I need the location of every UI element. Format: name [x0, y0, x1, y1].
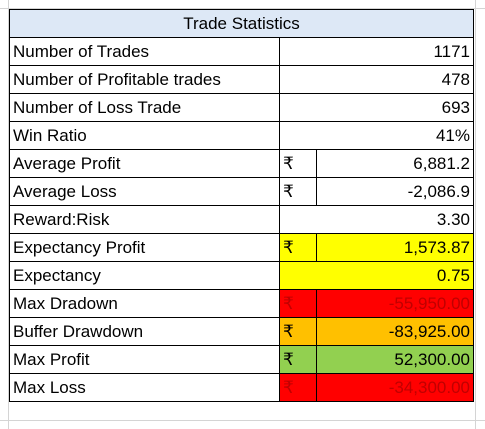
- table-row: Average Profit ₹ 6,881.2: [9, 149, 474, 178]
- rupee-icon[interactable]: ₹: [279, 317, 317, 346]
- row-label[interactable]: Number of Loss Trade: [9, 93, 280, 122]
- row-label[interactable]: Average Loss: [9, 177, 280, 206]
- row-value[interactable]: 41%: [279, 121, 474, 150]
- table-row: Max Profit ₹ 52,300.00: [9, 345, 474, 374]
- trade-statistics-table: Trade Statistics Number of Trades 1171 N…: [9, 9, 474, 402]
- row-label[interactable]: Number of Profitable trades: [9, 65, 280, 94]
- row-value[interactable]: 693: [279, 93, 474, 122]
- row-label[interactable]: Expectancy: [9, 261, 280, 290]
- row-value[interactable]: 6,881.2: [316, 149, 474, 178]
- rupee-icon[interactable]: ₹: [279, 177, 317, 206]
- table-row: Number of Trades 1171: [9, 37, 474, 66]
- gridline: [0, 420, 485, 421]
- rupee-icon[interactable]: ₹: [279, 233, 317, 262]
- row-label[interactable]: Expectancy Profit: [9, 233, 280, 262]
- rupee-icon[interactable]: ₹: [279, 149, 317, 178]
- rupee-icon[interactable]: ₹: [279, 345, 317, 374]
- title-row: Trade Statistics: [9, 9, 474, 38]
- table-row: Expectancy 0.75: [9, 261, 474, 290]
- row-value[interactable]: 1171: [279, 37, 474, 66]
- row-value[interactable]: 3.30: [279, 205, 474, 234]
- table-title[interactable]: Trade Statistics: [9, 9, 474, 38]
- gridline: [8, 0, 9, 429]
- gridline: [475, 0, 476, 429]
- row-label[interactable]: Max Profit: [9, 345, 280, 374]
- rupee-icon[interactable]: ₹: [279, 373, 317, 402]
- table-row: Max Loss ₹ -34,300.00: [9, 373, 474, 402]
- table-row: Number of Profitable trades 478: [9, 65, 474, 94]
- row-value[interactable]: -2,086.9: [316, 177, 474, 206]
- row-value[interactable]: -83,925.00: [316, 317, 474, 346]
- table-row: Average Loss ₹ -2,086.9: [9, 177, 474, 206]
- row-value[interactable]: 0.75: [279, 261, 474, 290]
- row-label[interactable]: Number of Trades: [9, 37, 280, 66]
- table-row: Expectancy Profit ₹ 1,573.87: [9, 233, 474, 262]
- row-label[interactable]: Win Ratio: [9, 121, 280, 150]
- table-row: Win Ratio 41%: [9, 121, 474, 150]
- row-value[interactable]: -34,300.00: [316, 373, 474, 402]
- row-label[interactable]: Max Dradown: [9, 289, 280, 318]
- rupee-icon[interactable]: ₹: [279, 289, 317, 318]
- row-label[interactable]: Reward:Risk: [9, 205, 280, 234]
- row-value[interactable]: -55,950.00: [316, 289, 474, 318]
- row-label[interactable]: Buffer Drawdown: [9, 317, 280, 346]
- row-value[interactable]: 1,573.87: [316, 233, 474, 262]
- row-label[interactable]: Max Loss: [9, 373, 280, 402]
- table-row: Number of Loss Trade 693: [9, 93, 474, 122]
- row-label[interactable]: Average Profit: [9, 149, 280, 178]
- table-row: Reward:Risk 3.30: [9, 205, 474, 234]
- row-value[interactable]: 478: [279, 65, 474, 94]
- row-value[interactable]: 52,300.00: [316, 345, 474, 374]
- table-row: Buffer Drawdown ₹ -83,925.00: [9, 317, 474, 346]
- table-row: Max Dradown ₹ -55,950.00: [9, 289, 474, 318]
- gridline: [0, 8, 485, 9]
